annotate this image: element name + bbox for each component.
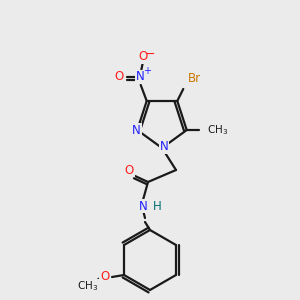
Text: N: N [139, 200, 147, 212]
Text: +: + [143, 66, 151, 76]
Text: N: N [136, 70, 145, 83]
Text: O: O [138, 50, 147, 64]
Text: O: O [124, 164, 134, 176]
Text: CH$_3$: CH$_3$ [207, 123, 228, 137]
Text: O: O [100, 271, 109, 284]
Text: −: − [145, 47, 155, 61]
Text: N: N [160, 140, 168, 154]
Text: O: O [114, 70, 123, 83]
Text: CH$_3$: CH$_3$ [77, 279, 99, 293]
Text: H: H [153, 200, 161, 212]
Text: Br: Br [188, 73, 201, 85]
Text: N: N [132, 124, 141, 136]
